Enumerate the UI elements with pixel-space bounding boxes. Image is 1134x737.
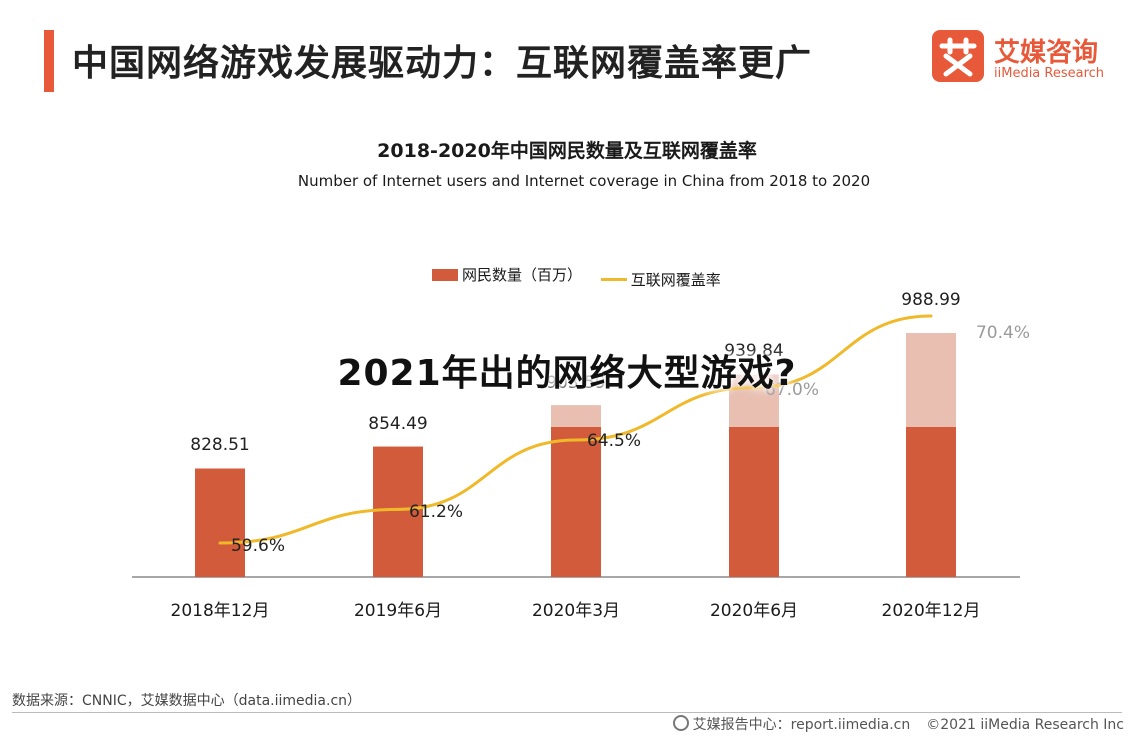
footer-report-center: 艾媒报告中心：report.iimedia.cn <box>692 717 911 733</box>
bar-faded-segment <box>551 405 601 427</box>
bar <box>551 427 601 577</box>
page-footer: 艾媒报告中心：report.iimedia.cn ©2021 iiMedia Re… <box>672 714 1124 734</box>
coverage-value-label: 67.0% <box>765 380 819 400</box>
x-tick-label: 2020年3月 <box>532 601 620 621</box>
bar-value-label: 828.51 <box>190 435 249 455</box>
x-tick-label: 2020年12月 <box>882 601 981 621</box>
footer-divider <box>12 712 1122 713</box>
coverage-point <box>574 438 578 442</box>
legend-label-users: 网民数量（百万） <box>462 266 583 284</box>
legend-bar-swatch <box>432 268 458 281</box>
legend-item-coverage: 互联网覆盖率 <box>600 269 721 290</box>
bar-value-label: 988.99 <box>901 290 960 310</box>
bar <box>373 446 423 577</box>
brand-logo-icon <box>932 30 984 82</box>
coverage-value-label: 70.4% <box>976 323 1030 343</box>
x-tick-label: 2018年12月 <box>171 601 270 621</box>
brand-name-cn: 艾媒咨询 <box>994 38 1099 68</box>
bar-faded-segment <box>729 374 779 427</box>
legend-label-coverage: 互联网覆盖率 <box>630 270 721 289</box>
x-tick-label: 2020年6月 <box>710 601 798 621</box>
globe-icon <box>672 715 689 731</box>
coverage-point <box>752 385 756 389</box>
title-accent-bar <box>44 30 54 92</box>
legend-item-users: 网民数量（百万） <box>432 264 582 285</box>
bar-value-label: 939.84 <box>724 341 783 361</box>
bar <box>729 427 779 577</box>
coverage-point <box>929 314 933 318</box>
bar <box>906 427 956 577</box>
brand-name-en: iiMedia Research <box>994 66 1105 81</box>
bar-faded-segment <box>906 333 956 427</box>
coverage-point <box>396 507 400 511</box>
data-source: 数据来源：CNNIC，艾媒数据中心（data.iimedia.cn） <box>12 693 362 709</box>
coverage-point <box>218 541 222 545</box>
bar-value-label: 854.49 <box>368 414 427 434</box>
coverage-value-label: 59.6% <box>231 536 285 556</box>
chart-legend: 网民数量（百万） 互联网覆盖率 <box>432 264 735 289</box>
overlay-headline: 2021年出的网络大型游戏? <box>337 353 797 394</box>
bar <box>195 468 245 577</box>
bar-value-label: 903.59 <box>546 373 605 393</box>
coverage-value-label: 61.2% <box>409 502 463 522</box>
chart-subtitle: Number of Internet users and Internet co… <box>297 172 871 190</box>
chart-title: 2018-2020年中国网民数量及互联网覆盖率 <box>377 140 757 162</box>
coverage-value-label: 64.5% <box>587 431 641 451</box>
footer-copyright: ©2021 iiMedia Research Inc <box>926 717 1124 733</box>
page-title: 中国网络游戏发展驱动力：互联网覆盖率更广 <box>72 43 813 84</box>
x-tick-label: 2019年6月 <box>354 601 442 621</box>
legend-line-swatch <box>600 277 627 281</box>
